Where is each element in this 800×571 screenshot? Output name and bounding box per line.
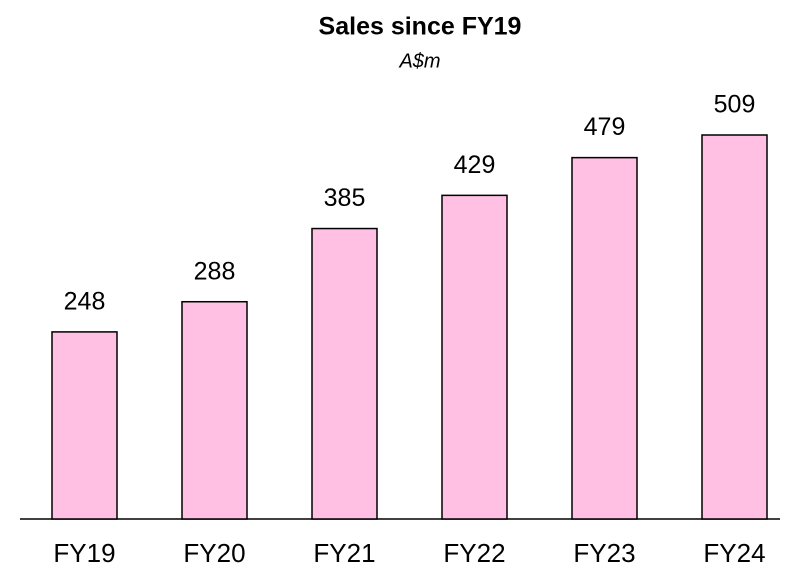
x-tick-label: FY22: [443, 538, 505, 568]
value-label: 288: [194, 257, 236, 285]
chart-title: Sales since FY19: [319, 13, 522, 41]
bar: [51, 331, 118, 520]
bar: [571, 156, 638, 520]
x-tick-label: FY21: [313, 538, 375, 568]
bar: [701, 134, 768, 520]
value-label: 479: [584, 113, 626, 141]
value-label: 429: [454, 151, 496, 179]
value-label: 509: [714, 91, 756, 119]
x-tick-label: FY19: [53, 538, 115, 568]
bar: [311, 227, 378, 520]
value-label: 385: [324, 184, 366, 212]
x-tick-label: FY20: [183, 538, 245, 568]
x-tick-label: FY23: [573, 538, 635, 568]
x-tick-label: FY24: [703, 538, 765, 568]
bar: [181, 300, 248, 520]
chart-subtitle: A$m: [398, 50, 440, 72]
value-label: 248: [64, 288, 106, 316]
bar: [441, 194, 508, 520]
